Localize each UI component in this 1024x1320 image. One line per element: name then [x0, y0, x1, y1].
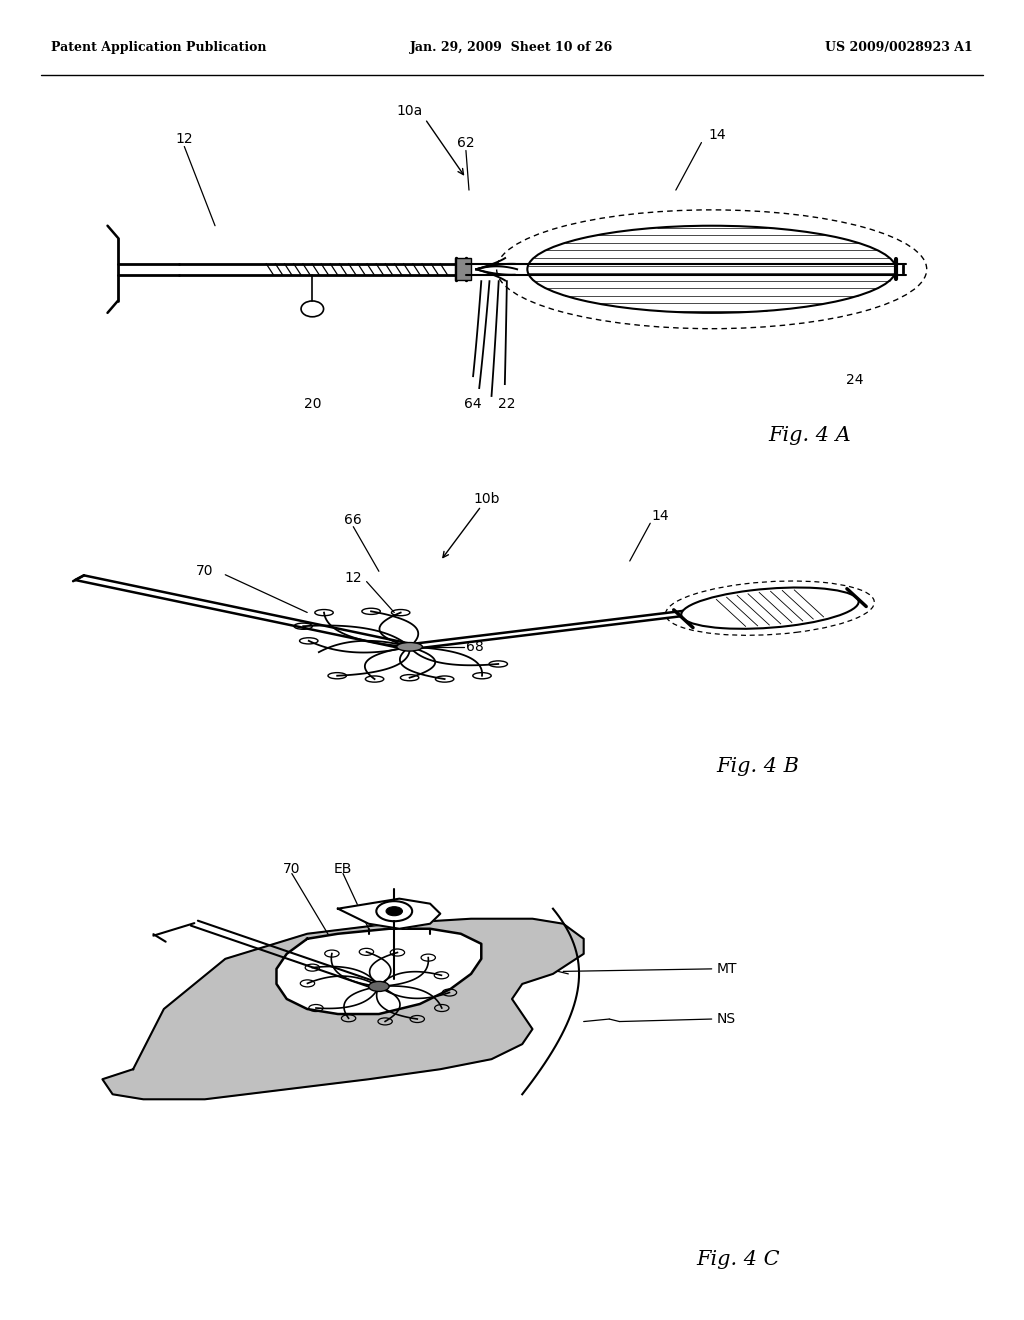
Text: Jan. 29, 2009  Sheet 10 of 26: Jan. 29, 2009 Sheet 10 of 26	[411, 41, 613, 54]
Text: 10b: 10b	[473, 492, 500, 507]
Polygon shape	[102, 919, 584, 1100]
Text: 22: 22	[498, 397, 516, 411]
Text: 14: 14	[651, 510, 670, 524]
Ellipse shape	[369, 982, 389, 991]
Ellipse shape	[527, 226, 896, 313]
Text: MT: MT	[717, 962, 737, 975]
Text: 68: 68	[466, 640, 483, 653]
Ellipse shape	[397, 643, 423, 651]
Polygon shape	[276, 929, 481, 1014]
Text: 20: 20	[303, 397, 322, 411]
Text: 24: 24	[846, 374, 864, 387]
Text: Patent Application Publication: Patent Application Publication	[51, 41, 266, 54]
Text: 12: 12	[175, 132, 194, 145]
Text: 14: 14	[708, 128, 726, 141]
Text: 62: 62	[457, 136, 475, 149]
Text: 64: 64	[464, 397, 482, 411]
Text: EB: EB	[334, 862, 352, 875]
Text: 66: 66	[344, 512, 362, 527]
Ellipse shape	[377, 902, 412, 921]
Text: 70: 70	[283, 862, 301, 875]
Text: US 2009/0028923 A1: US 2009/0028923 A1	[825, 41, 973, 54]
Text: Fig. 4 B: Fig. 4 B	[717, 758, 800, 776]
FancyBboxPatch shape	[456, 259, 471, 280]
Text: Fig. 4 A: Fig. 4 A	[768, 426, 851, 445]
Text: 10a: 10a	[396, 104, 423, 117]
Text: 70: 70	[196, 564, 214, 578]
Text: Fig. 4 C: Fig. 4 C	[696, 1250, 780, 1270]
Ellipse shape	[681, 587, 859, 628]
Text: 12: 12	[344, 572, 362, 585]
Text: NS: NS	[717, 1012, 736, 1026]
Ellipse shape	[386, 907, 402, 916]
Polygon shape	[338, 899, 440, 929]
